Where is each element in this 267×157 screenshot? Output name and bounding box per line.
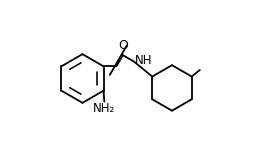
Text: O: O	[119, 39, 129, 52]
Text: NH₂: NH₂	[93, 103, 115, 115]
Text: NH: NH	[135, 54, 153, 67]
